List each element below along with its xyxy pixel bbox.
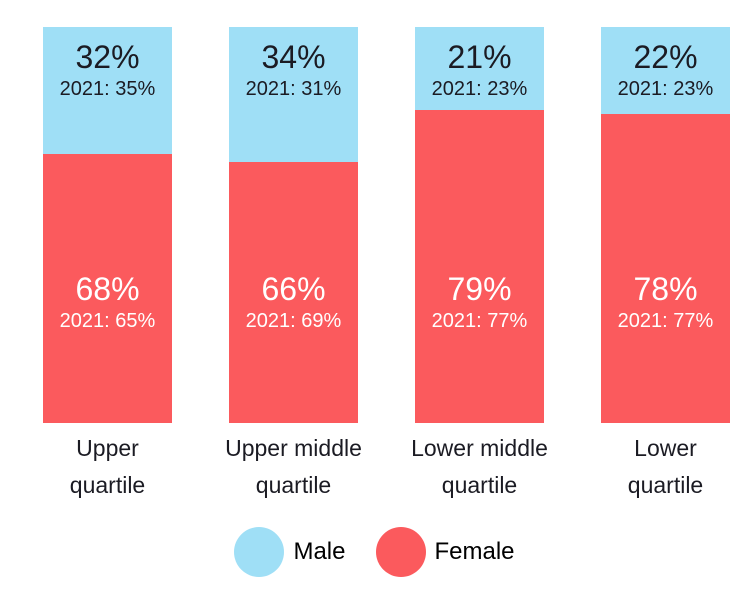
male-prior-year-label: 2021: 23% (431, 78, 528, 100)
category-label: Upper quartile (13, 430, 203, 504)
stacked-bar: 22% 2021: 23% 78% 2021: 77% (601, 27, 730, 423)
category-label: Upper middle quartile (199, 430, 389, 504)
male-percent-label: 32% (75, 39, 140, 75)
female-segment: 66% 2021: 69% (229, 161, 358, 423)
female-labels: 78% 2021: 77% (601, 272, 730, 333)
male-percent-label: 21% (447, 39, 512, 75)
legend-item-male: Male (234, 527, 346, 577)
female-labels: 68% 2021: 65% (43, 272, 172, 333)
male-percent-label: 34% (261, 39, 326, 75)
bar-column-4: 22% 2021: 23% 78% 2021: 77% Lower quartile (601, 27, 730, 504)
female-labels: 66% 2021: 69% (229, 272, 358, 333)
category-label-line: Lower middle (411, 435, 548, 461)
female-segment: 79% 2021: 77% (415, 110, 544, 423)
female-legend-label: Female (434, 538, 515, 565)
category-label-line: quartile (627, 472, 704, 498)
female-legend-swatch-icon (375, 527, 426, 577)
female-percent-label: 66% (261, 271, 326, 307)
female-prior-year-label: 2021: 77% (431, 310, 528, 332)
category-label-line: Upper middle (225, 435, 362, 461)
bar-column-2: 34% 2021: 31% 66% 2021: 69% Upper middle quar… (225, 27, 362, 504)
male-legend-label: Male (293, 538, 346, 565)
female-percent-label: 78% (633, 271, 698, 307)
stacked-bar: 34% 2021: 31% 66% 2021: 69% (229, 27, 358, 423)
female-prior-year-label: 2021: 65% (59, 310, 156, 332)
stacked-bar: 32% 2021: 35% 68% 2021: 65% (43, 27, 172, 423)
category-label-line: Lower (634, 435, 697, 461)
female-segment: 78% 2021: 77% (601, 114, 730, 423)
female-percent-label: 79% (447, 271, 512, 307)
male-percent-label: 22% (633, 39, 698, 75)
female-percent-label: 68% (75, 271, 140, 307)
category-label-line: quartile (255, 472, 332, 498)
female-prior-year-label: 2021: 77% (617, 310, 714, 332)
male-legend-swatch-icon (234, 527, 285, 577)
category-label-line: quartile (69, 472, 146, 498)
male-segment: 21% 2021: 23% (415, 27, 544, 111)
category-label-line: Upper (76, 435, 139, 461)
bars-area: 32% 2021: 35% 68% 2021: 65% Upper quartile 34%… (0, 27, 749, 500)
bar-column-3: 21% 2021: 23% 79% 2021: 77% Lower middle quar… (411, 27, 548, 504)
legend: Male Female (0, 527, 749, 577)
male-prior-year-label: 2021: 31% (245, 78, 342, 100)
female-labels: 79% 2021: 77% (415, 272, 544, 333)
female-segment: 68% 2021: 65% (43, 153, 172, 423)
male-prior-year-label: 2021: 35% (59, 78, 156, 100)
legend-item-female: Female (375, 527, 515, 577)
bar-column-1: 32% 2021: 35% 68% 2021: 65% Upper quartile (43, 27, 172, 504)
male-segment: 34% 2021: 31% (229, 27, 358, 162)
female-prior-year-label: 2021: 69% (245, 310, 342, 332)
stacked-bar: 21% 2021: 23% 79% 2021: 77% (415, 27, 544, 423)
male-segment: 32% 2021: 35% (43, 27, 172, 154)
male-segment: 22% 2021: 23% (601, 27, 730, 115)
category-label-line: quartile (441, 472, 518, 498)
category-label: Lower middle quartile (385, 430, 575, 504)
male-prior-year-label: 2021: 23% (617, 78, 714, 100)
category-label: Lower quartile (571, 430, 749, 504)
